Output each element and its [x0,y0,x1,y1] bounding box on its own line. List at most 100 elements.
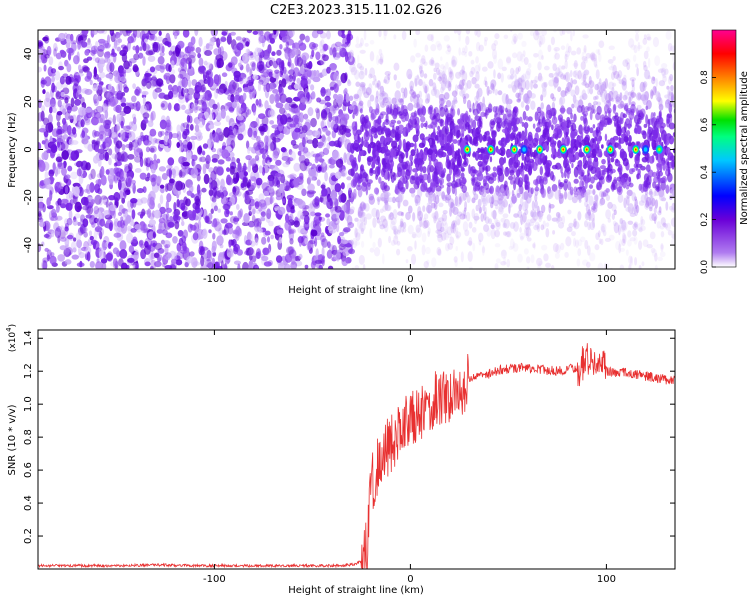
noise-speckle [567,181,572,191]
noise-speckle [288,213,294,223]
noise-speckle [341,33,346,39]
noise-speckle [419,69,425,78]
noise-speckle [240,182,245,189]
noise-speckle [188,61,192,70]
noise-speckle [258,125,266,132]
noise-speckle [46,249,52,260]
noise-speckle [193,91,201,100]
noise-speckle [334,115,339,124]
noise-speckle [446,185,451,195]
noise-speckle [95,93,101,103]
noise-speckle [280,65,284,76]
noise-speckle [208,124,215,130]
noise-speckle [502,195,508,200]
noise-speckle [358,100,364,107]
noise-speckle [252,92,256,99]
noise-speckle [537,75,544,82]
noise-speckle [581,180,585,187]
noise-speckle [112,114,116,125]
noise-speckle [275,255,283,263]
noise-speckle [213,48,220,56]
noise-speckle [186,123,190,134]
noise-speckle [232,81,238,90]
noise-speckle [587,221,591,231]
noise-speckle [368,73,373,79]
noise-speckle [622,113,628,118]
noise-speckle [202,143,209,149]
noise-speckle [261,166,266,176]
noise-speckle [247,164,252,173]
noise-speckle [337,235,342,245]
noise-speckle [173,251,178,260]
noise-speckle [66,105,72,114]
noise-speckle [48,106,53,114]
noise-speckle [171,132,180,139]
noise-speckle [186,256,194,264]
noise-speckle [429,139,432,144]
noise-speckle [62,133,69,140]
noise-speckle [628,38,635,48]
noise-speckle [350,66,358,76]
noise-speckle [245,239,253,246]
noise-speckle [227,226,234,235]
noise-speckle [101,87,108,93]
noise-speckle [494,243,501,248]
noise-speckle [305,151,312,159]
noise-speckle [103,149,108,161]
noise-speckle [125,30,131,37]
noise-speckle [109,178,114,185]
noise-speckle [298,125,304,135]
noise-speckle [628,263,632,269]
noise-speckle [668,122,675,130]
noise-speckle [230,94,235,103]
noise-speckle [137,137,142,146]
noise-speckle [198,210,202,221]
noise-speckle [314,156,319,164]
noise-speckle [641,156,649,163]
noise-speckle [569,147,573,154]
noise-speckle [321,238,328,248]
noise-speckle [653,207,657,214]
noise-speckle [127,177,131,187]
noise-speckle [120,262,128,269]
noise-speckle [184,261,189,268]
noise-speckle [613,70,620,79]
noise-speckle [607,58,614,64]
noise-speckle [256,47,263,53]
noise-speckle [464,45,468,54]
noise-speckle [587,168,590,177]
noise-speckle [346,176,352,181]
noise-speckle [236,186,242,191]
noise-speckle [190,36,196,46]
noise-speckle [628,182,634,188]
noise-speckle [530,254,535,264]
noise-speckle [497,90,503,96]
noise-speckle [487,61,494,69]
noise-speckle [667,166,671,175]
noise-speckle [658,190,665,202]
noise-speckle [285,97,293,104]
noise-speckle [551,116,558,125]
noise-speckle [535,30,541,36]
noise-speckle [195,213,202,221]
noise-speckle [215,261,221,269]
noise-speckle [202,71,207,82]
noise-speckle [149,196,155,206]
noise-speckle [636,104,642,110]
noise-speckle [274,69,280,74]
noise-speckle [603,99,607,105]
noise-speckle [375,209,380,220]
noise-speckle [643,69,650,80]
noise-speckle [164,122,171,134]
noise-speckle [50,152,55,159]
noise-speckle [105,73,114,79]
noise-speckle [84,113,91,124]
noise-speckle [655,132,659,138]
noise-speckle [415,52,421,58]
noise-speckle [601,223,605,232]
noise-speckle [566,171,570,179]
noise-speckle [276,49,282,56]
noise-speckle [125,30,133,34]
noise-speckle [94,40,99,50]
